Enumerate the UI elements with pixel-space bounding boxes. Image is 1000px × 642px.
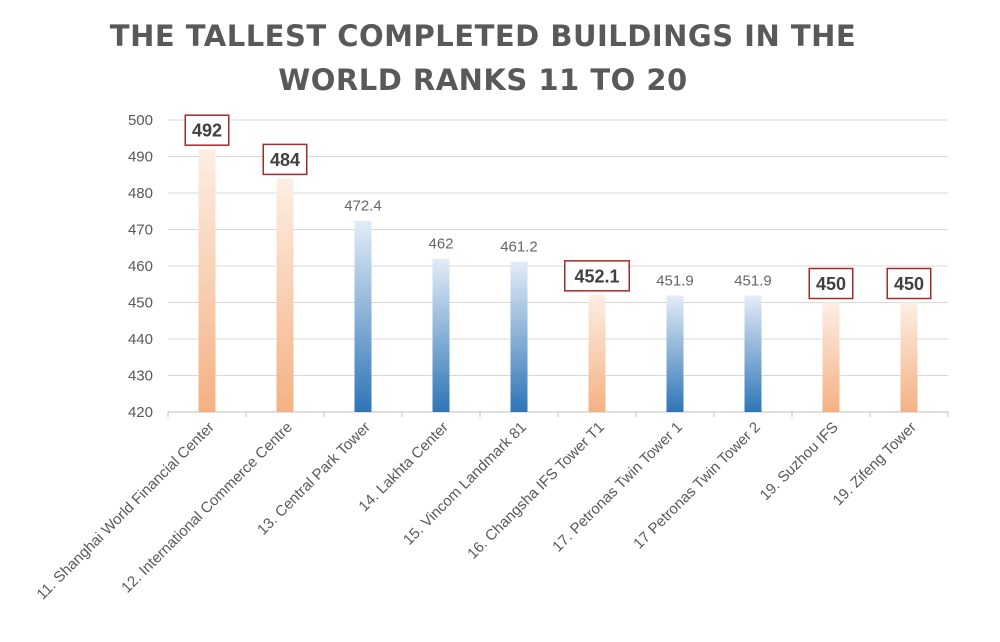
bar bbox=[510, 261, 528, 412]
category-label: 16. Changsha IFS Tower T1 bbox=[464, 419, 608, 563]
category-label: 17. Petronas Twin Tower 1 bbox=[549, 419, 686, 556]
y-tick-label: 500 bbox=[128, 112, 153, 129]
y-tick-label: 440 bbox=[128, 331, 153, 348]
y-tick-label: 490 bbox=[128, 149, 153, 166]
category-label: 12. International Commerce Centre bbox=[118, 419, 296, 597]
bar bbox=[822, 302, 840, 412]
category-label: 19. Suzhou IFS bbox=[757, 419, 842, 504]
y-tick-label: 450 bbox=[128, 295, 153, 312]
bars bbox=[198, 149, 918, 412]
category-label: 11. Shanghai World Financial Center bbox=[33, 419, 217, 603]
bar bbox=[744, 295, 762, 412]
value-label: 472.4 bbox=[344, 198, 382, 215]
bar bbox=[900, 302, 918, 412]
y-tick-label: 480 bbox=[128, 185, 153, 202]
value-label-box bbox=[184, 114, 230, 146]
value-labels: 492 484 472.4 462 461.2 452.1 451.9 451.9 450 450 bbox=[184, 114, 932, 300]
category-label: 19. Zifeng Tower bbox=[830, 419, 920, 509]
chart-title-line-1: THE TALLEST COMPLETED BUILDINGS IN THE bbox=[109, 19, 857, 53]
y-tick-label: 460 bbox=[128, 258, 153, 275]
bar bbox=[432, 258, 450, 412]
value-label-box bbox=[808, 267, 854, 300]
value-label: 452.1 bbox=[574, 266, 619, 286]
value-label: 450 bbox=[816, 274, 846, 294]
bar bbox=[354, 220, 372, 412]
value-label: 451.9 bbox=[656, 273, 694, 290]
value-label: 492 bbox=[192, 121, 222, 141]
y-tick-label: 470 bbox=[128, 222, 153, 239]
value-label-box bbox=[886, 267, 932, 300]
value-label: 484 bbox=[270, 150, 300, 170]
chart-title: THE TALLEST COMPLETED BUILDINGS IN THE W… bbox=[0, 14, 966, 102]
value-label: 461.2 bbox=[500, 239, 538, 256]
bar bbox=[198, 149, 216, 412]
y-axis-tick-labels: 420 430 440 450 460 470 480 490 500 bbox=[128, 112, 153, 421]
y-tick-label: 430 bbox=[128, 368, 153, 385]
chart-title-line-2: WORLD RANKS 11 TO 20 bbox=[278, 63, 688, 97]
bar bbox=[666, 295, 684, 412]
y-tick-label: 420 bbox=[128, 404, 153, 421]
value-label: 451.9 bbox=[734, 273, 772, 290]
bar bbox=[276, 178, 294, 412]
bar bbox=[588, 294, 606, 412]
value-label-box bbox=[262, 143, 308, 176]
value-label-box bbox=[564, 260, 630, 292]
value-label: 450 bbox=[894, 274, 924, 294]
category-label: 17 Petronas Twin Tower 2 bbox=[630, 419, 764, 553]
value-label: 462 bbox=[428, 236, 453, 253]
